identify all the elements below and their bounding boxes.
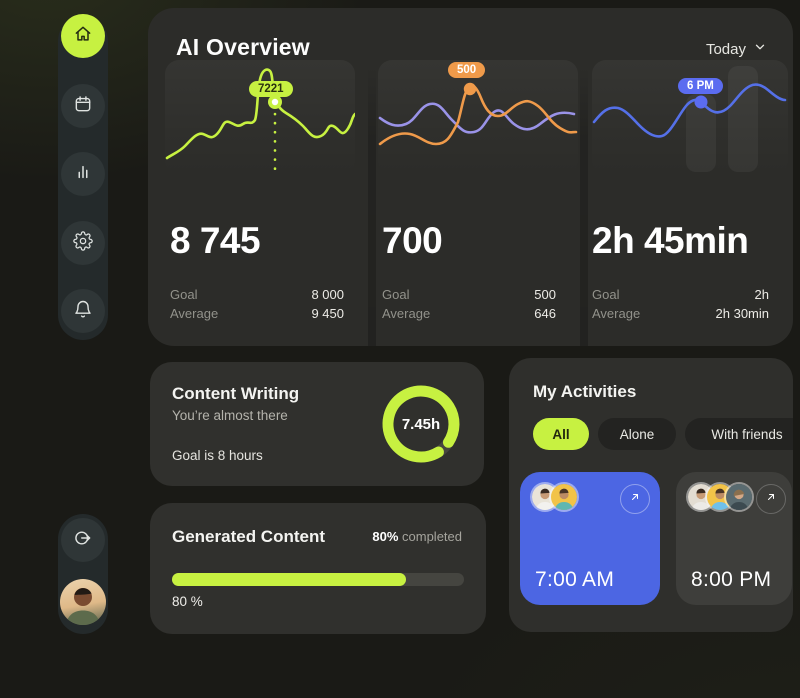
progress-percent-label: 80 % <box>172 594 203 609</box>
chart-marker-badge: 7221 <box>249 81 293 97</box>
average-value: 9 450 <box>311 306 344 321</box>
gauge-value: 7.45h <box>401 415 441 433</box>
content-writing-card: Content Writing You’re almost there Goal… <box>150 362 484 486</box>
activity-time: 8:00 PM <box>691 568 772 591</box>
my-activities-card: My Activities All Alone With friends 7:0… <box>509 358 793 632</box>
period-label: Today <box>705 40 746 58</box>
column-divider <box>580 66 588 346</box>
activity-tile-8pm[interactable]: 8:00 PM <box>676 472 792 605</box>
completed-text: 80% completed <box>372 529 462 544</box>
logout-button[interactable] <box>61 518 105 562</box>
sidebar-item-calendar[interactable] <box>61 84 105 128</box>
arrow-up-right-icon <box>765 490 777 508</box>
arrow-up-right-icon <box>629 490 641 508</box>
goal-text: Goal is 8 hours <box>172 448 263 463</box>
average-label: Average <box>382 306 431 321</box>
open-activity-button[interactable] <box>620 484 650 514</box>
goal-label: Goal <box>592 287 620 302</box>
sidebar-item-notifications[interactable] <box>61 289 105 333</box>
progress-bar-track <box>172 573 464 586</box>
sidebar-item-home[interactable] <box>61 14 105 58</box>
card-title: Generated Content <box>172 527 326 546</box>
activity-time: 7:00 AM <box>535 568 615 591</box>
average-label: Average <box>170 306 219 321</box>
average-label: Average <box>592 306 641 321</box>
metric-details: Goal 2h Average 2h 30min <box>592 285 769 323</box>
goal-value: 2h <box>754 287 769 302</box>
home-icon <box>73 24 93 49</box>
activity-filter-tabs: All Alone With friends <box>533 418 793 450</box>
tab-all[interactable]: All <box>533 418 589 450</box>
column-divider <box>368 66 376 346</box>
tab-with-friends[interactable]: With friends <box>685 418 793 450</box>
logout-icon <box>73 528 93 553</box>
calendar-icon <box>73 94 93 119</box>
card-title: Content Writing <box>172 384 300 403</box>
completed-percent: 80% <box>372 529 399 544</box>
average-value: 2h 30min <box>715 306 769 321</box>
metric-details: Goal 500 Average 646 <box>382 285 556 323</box>
tab-alone[interactable]: Alone <box>598 418 676 450</box>
metric-words: 7221 8 745 Goal 8 000 Average 9 450 <box>148 8 368 346</box>
progress-bar-fill <box>172 573 406 586</box>
generated-content-card: Generated Content 80% completed 80 % <box>150 503 486 634</box>
metric-value: 700 <box>382 220 443 261</box>
activity-tile-7am[interactable]: 7:00 AM <box>520 472 660 605</box>
chart-marker-badge: 6 PM <box>678 78 723 94</box>
hours-gauge: 7.45h <box>378 381 464 467</box>
user-avatar[interactable] <box>60 579 106 625</box>
completed-suffix: completed <box>398 529 462 544</box>
time-chart: 6 PM <box>592 60 788 175</box>
open-activity-button[interactable] <box>756 484 786 514</box>
period-selector[interactable]: Today <box>706 40 767 58</box>
chevron-down-icon <box>753 40 767 58</box>
sidebar-item-statistics[interactable] <box>61 152 105 196</box>
words-chart: 7221 <box>165 60 355 175</box>
page-title: AI Overview <box>176 34 310 60</box>
ai-overview-panel: AI Overview Today 7221 8 745 Goal 8 000 A… <box>148 8 793 346</box>
metric-time: 6 PM 2h 45min Goal 2h Average 2h 30min <box>588 8 793 346</box>
bell-icon <box>73 299 93 324</box>
participant-avatar <box>726 484 752 510</box>
metric-value: 2h 45min <box>592 220 749 261</box>
bar-chart-icon <box>73 162 93 187</box>
goal-value: 500 <box>534 287 556 302</box>
sidebar-item-settings[interactable] <box>61 221 105 265</box>
metric-details: Goal 8 000 Average 9 450 <box>170 285 344 323</box>
metric-items: 500 700 Goal 500 Average 646 <box>376 8 580 346</box>
goal-label: Goal <box>170 287 198 302</box>
items-chart: 500 <box>378 60 578 175</box>
card-subtitle: You’re almost there <box>172 408 288 423</box>
metric-value: 8 745 <box>170 220 261 261</box>
card-title: My Activities <box>533 382 637 401</box>
goal-value: 8 000 <box>311 287 344 302</box>
participant-avatar <box>551 484 577 510</box>
chart-marker-badge: 500 <box>448 62 486 78</box>
average-value: 646 <box>534 306 556 321</box>
gear-icon <box>73 230 93 256</box>
goal-label: Goal <box>382 287 410 302</box>
